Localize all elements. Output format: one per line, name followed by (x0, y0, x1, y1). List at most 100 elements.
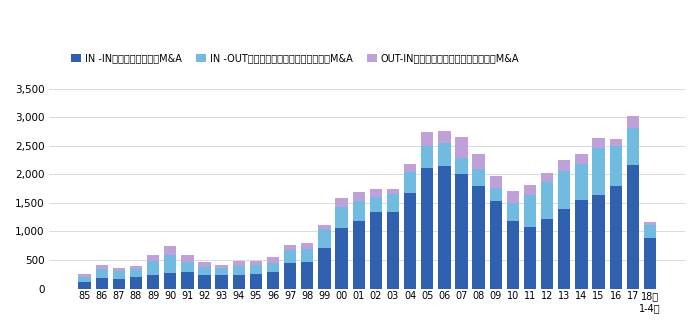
Bar (438, 131, 451, 143)
Bar (507, 192, 519, 203)
Bar (164, 256, 176, 273)
Bar (113, 279, 125, 289)
Bar (626, 128, 639, 165)
Bar (147, 261, 159, 275)
Bar (387, 212, 399, 289)
Bar (267, 257, 279, 263)
Bar (421, 132, 433, 146)
Bar (198, 262, 211, 267)
Bar (250, 261, 262, 265)
Bar (353, 201, 365, 221)
Bar (130, 266, 142, 269)
Bar (610, 146, 622, 186)
Bar (524, 195, 536, 227)
Bar (644, 238, 656, 289)
Bar (507, 221, 519, 289)
Bar (198, 275, 211, 289)
Bar (335, 208, 348, 228)
Bar (335, 198, 348, 208)
Bar (644, 225, 656, 238)
Bar (626, 116, 639, 128)
Bar (147, 275, 159, 289)
Legend: IN -IN：日本企業同士のM&A, IN -OUT：日本企業による外国企業へのM&A, OUT-IN：外国企業による日本企業へのM&A: IN -IN：日本企業同士のM&A, IN -OUT：日本企業による外国企業への… (67, 50, 523, 67)
Bar (507, 203, 519, 221)
Bar (455, 137, 468, 158)
Bar (301, 249, 314, 262)
Bar (113, 268, 125, 272)
Bar (216, 265, 228, 268)
Bar (558, 171, 570, 209)
Bar (610, 186, 622, 289)
Bar (130, 277, 142, 289)
Bar (267, 263, 279, 272)
Bar (130, 269, 142, 277)
Bar (284, 263, 296, 289)
Bar (78, 282, 91, 289)
Bar (301, 243, 314, 249)
Bar (404, 194, 416, 289)
Bar (335, 228, 348, 289)
Bar (181, 272, 193, 289)
Bar (438, 143, 451, 166)
Bar (318, 225, 330, 230)
Bar (78, 274, 91, 277)
Bar (95, 265, 108, 270)
Bar (575, 154, 587, 164)
Bar (198, 267, 211, 275)
Bar (592, 195, 605, 289)
Bar (489, 201, 502, 289)
Bar (541, 181, 553, 219)
Bar (250, 265, 262, 274)
Bar (421, 146, 433, 168)
Bar (250, 274, 262, 289)
Bar (113, 272, 125, 279)
Bar (78, 277, 91, 282)
Bar (181, 262, 193, 272)
Bar (232, 275, 245, 289)
Bar (473, 154, 485, 169)
Bar (626, 165, 639, 289)
Bar (438, 166, 451, 289)
Bar (164, 246, 176, 256)
Bar (421, 168, 433, 289)
Bar (370, 212, 382, 289)
Bar (473, 186, 485, 289)
Bar (232, 266, 245, 275)
Bar (147, 255, 159, 261)
Bar (558, 209, 570, 289)
Bar (455, 174, 468, 289)
Bar (301, 262, 314, 289)
Bar (284, 245, 296, 250)
Bar (284, 250, 296, 263)
Bar (592, 148, 605, 195)
Bar (95, 278, 108, 289)
Bar (558, 160, 570, 171)
Bar (489, 188, 502, 201)
Bar (318, 248, 330, 289)
Bar (370, 197, 382, 212)
Bar (644, 222, 656, 225)
Bar (216, 268, 228, 276)
Bar (541, 173, 553, 181)
Bar (181, 255, 193, 262)
Bar (404, 163, 416, 172)
Bar (370, 189, 382, 197)
Bar (541, 219, 553, 289)
Bar (353, 192, 365, 201)
Bar (473, 169, 485, 186)
Bar (216, 276, 228, 289)
Bar (232, 261, 245, 266)
Bar (610, 139, 622, 146)
Bar (455, 158, 468, 174)
Bar (387, 189, 399, 194)
Bar (318, 230, 330, 248)
Bar (164, 273, 176, 289)
Bar (404, 172, 416, 194)
Bar (524, 186, 536, 195)
Bar (524, 227, 536, 289)
Bar (387, 194, 399, 212)
Bar (353, 221, 365, 289)
Bar (95, 270, 108, 278)
Bar (592, 138, 605, 148)
Bar (575, 164, 587, 200)
